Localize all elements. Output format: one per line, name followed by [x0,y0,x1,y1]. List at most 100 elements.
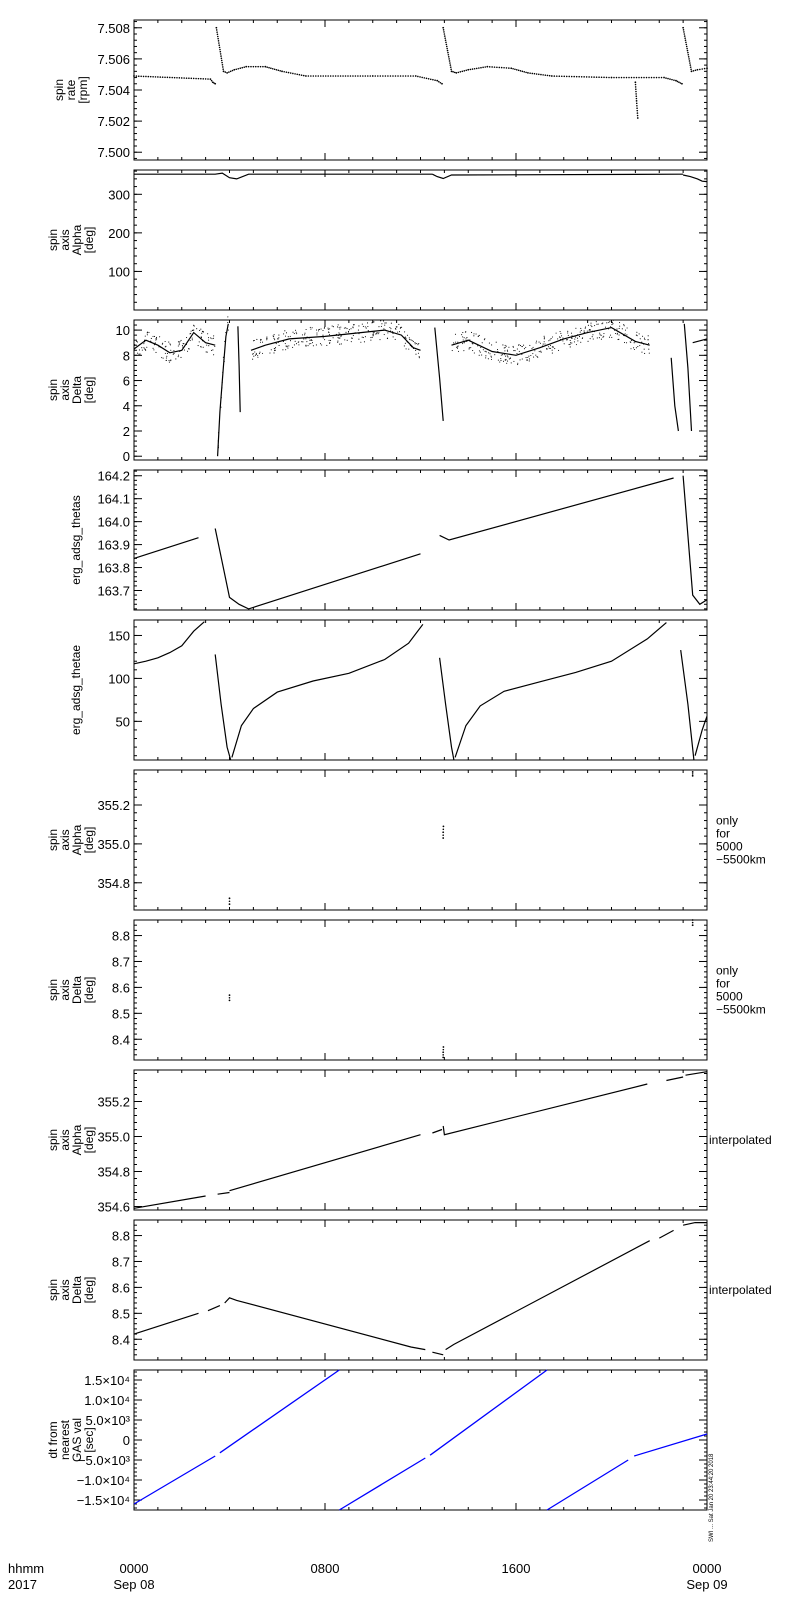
data-point [327,328,329,330]
data-point [468,347,470,349]
data-point [138,349,140,351]
data-point [176,76,178,79]
data-point [423,77,426,79]
data-point [292,331,294,333]
data-point [478,350,480,352]
data-point [218,44,221,46]
data-point [490,358,493,360]
data-point [685,43,688,46]
data-point [275,343,277,345]
data-point [480,66,482,69]
data-point [636,112,639,114]
data-point [165,345,167,347]
data-point [354,75,357,77]
data-point [616,332,618,334]
data-point [161,357,163,359]
data-point [212,349,214,351]
data-point [342,75,344,77]
data-point [219,53,222,55]
data-point [309,339,311,341]
data-point [589,338,591,340]
data-point [410,339,412,341]
data-point [296,333,298,335]
y-tick-label: −1.5×10⁴ [77,1493,130,1508]
data-point [155,338,157,340]
time-axis-prefix-hhmm: hhmm [8,1561,44,1576]
data-point [366,75,369,77]
data-point [504,347,506,349]
data-point [540,351,542,353]
data-point [371,75,374,77]
data-point [569,343,571,345]
data-point [268,66,270,69]
data-point [444,39,447,42]
data-point [285,349,287,351]
right-note: for [716,827,730,841]
data-point [529,72,531,74]
data-point [643,76,645,79]
data-point [165,359,167,362]
data-point [679,82,682,84]
data-point [285,332,288,334]
data-point [368,331,370,333]
data-series-line [133,621,205,665]
y-axis-label: [deg] [82,1277,96,1304]
data-point [470,331,473,334]
data-point [447,56,450,58]
data-point [170,359,172,361]
data-point [684,37,686,39]
data-point [506,355,508,357]
data-point [254,351,256,353]
data-point [347,75,349,77]
y-axis-label: Alpha [70,1124,84,1155]
data-point [504,355,507,357]
data-point [152,75,154,78]
data-point [328,334,331,336]
data-point [449,66,452,68]
data-point [570,337,572,339]
data-point [503,347,505,349]
data-point [485,351,487,353]
data-point [284,343,286,345]
data-point [382,320,385,322]
data-point [450,70,453,73]
data-point [195,77,197,80]
data-point [516,348,518,350]
data-point [446,47,448,50]
data-point [143,339,146,341]
data-point [509,357,511,359]
right-note: for [716,977,730,991]
data-point [590,76,593,78]
data-point [514,68,516,71]
data-point [152,335,154,337]
data-point [457,71,460,74]
data-point [580,341,582,343]
data-point [277,338,279,340]
data-point [580,329,582,332]
data-point [683,31,685,33]
data-point [166,355,168,357]
data-point [570,332,573,334]
data-point [600,334,602,336]
data-point [685,41,687,44]
footer-stamp: SWI ... Sat Jan 20 23:44:20 2018 [709,1453,715,1542]
data-point [447,51,449,54]
data-point [338,326,340,328]
data-series-line [451,326,650,356]
data-point [442,828,445,831]
data-point [185,77,188,79]
data-point [159,76,162,78]
data-point [182,346,184,348]
data-point [397,331,399,333]
data-point [388,330,390,333]
data-point [178,77,181,79]
data-point [332,337,334,339]
data-point [687,51,689,54]
data-point [444,37,446,39]
data-point [442,1056,445,1059]
data-point [542,74,544,76]
data-point [453,71,456,74]
data-point [220,57,223,60]
data-point [360,341,362,343]
data-series-line [445,1240,650,1351]
